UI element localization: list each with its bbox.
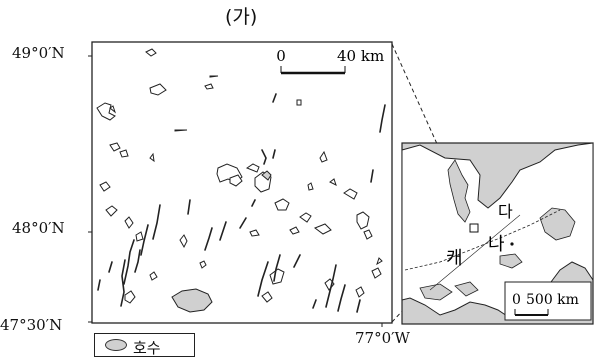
scale-main-value: 40 km	[337, 47, 384, 65]
inset-great-lake-2	[454, 281, 479, 297]
legend: 호수	[94, 333, 195, 357]
inset-map: 캐 나 다 0 500 km	[401, 142, 594, 325]
scale-main-zero: 0	[276, 47, 286, 65]
latitude-label-47-30n: 47°30′N	[0, 316, 63, 334]
longitude-label-77w: 77°0′W	[355, 329, 410, 347]
inset-scale-zero: 0	[512, 292, 521, 308]
inset-lake-east	[539, 207, 576, 241]
scale-bar-main: 0 40 km	[276, 47, 384, 75]
inset-river	[429, 214, 521, 291]
inset-land	[401, 142, 594, 319]
map-title: (가)	[225, 6, 258, 28]
latitude-label-48n: 48°0′N	[12, 219, 65, 237]
inset-label-mark: 다	[498, 202, 513, 221]
inset-point	[510, 242, 514, 246]
inset-label-country: 나	[488, 234, 505, 255]
inset-scale-value: 500 km	[526, 292, 579, 308]
lakes-outline	[96, 48, 383, 304]
inset-bay	[447, 159, 471, 223]
main-map-frame	[91, 41, 393, 324]
inset-lake-south	[499, 253, 523, 269]
lakes-linear	[97, 93, 386, 313]
inset-label-region: 캐	[446, 248, 463, 269]
lake-legend-swatch	[105, 339, 127, 351]
legend-label-lake: 호수	[133, 339, 161, 357]
connector-line-top	[391, 43, 475, 227]
latitude-label-49n: 49°0′N	[12, 44, 65, 62]
inset-location-box	[469, 223, 479, 233]
lakes-shaded	[171, 170, 272, 313]
